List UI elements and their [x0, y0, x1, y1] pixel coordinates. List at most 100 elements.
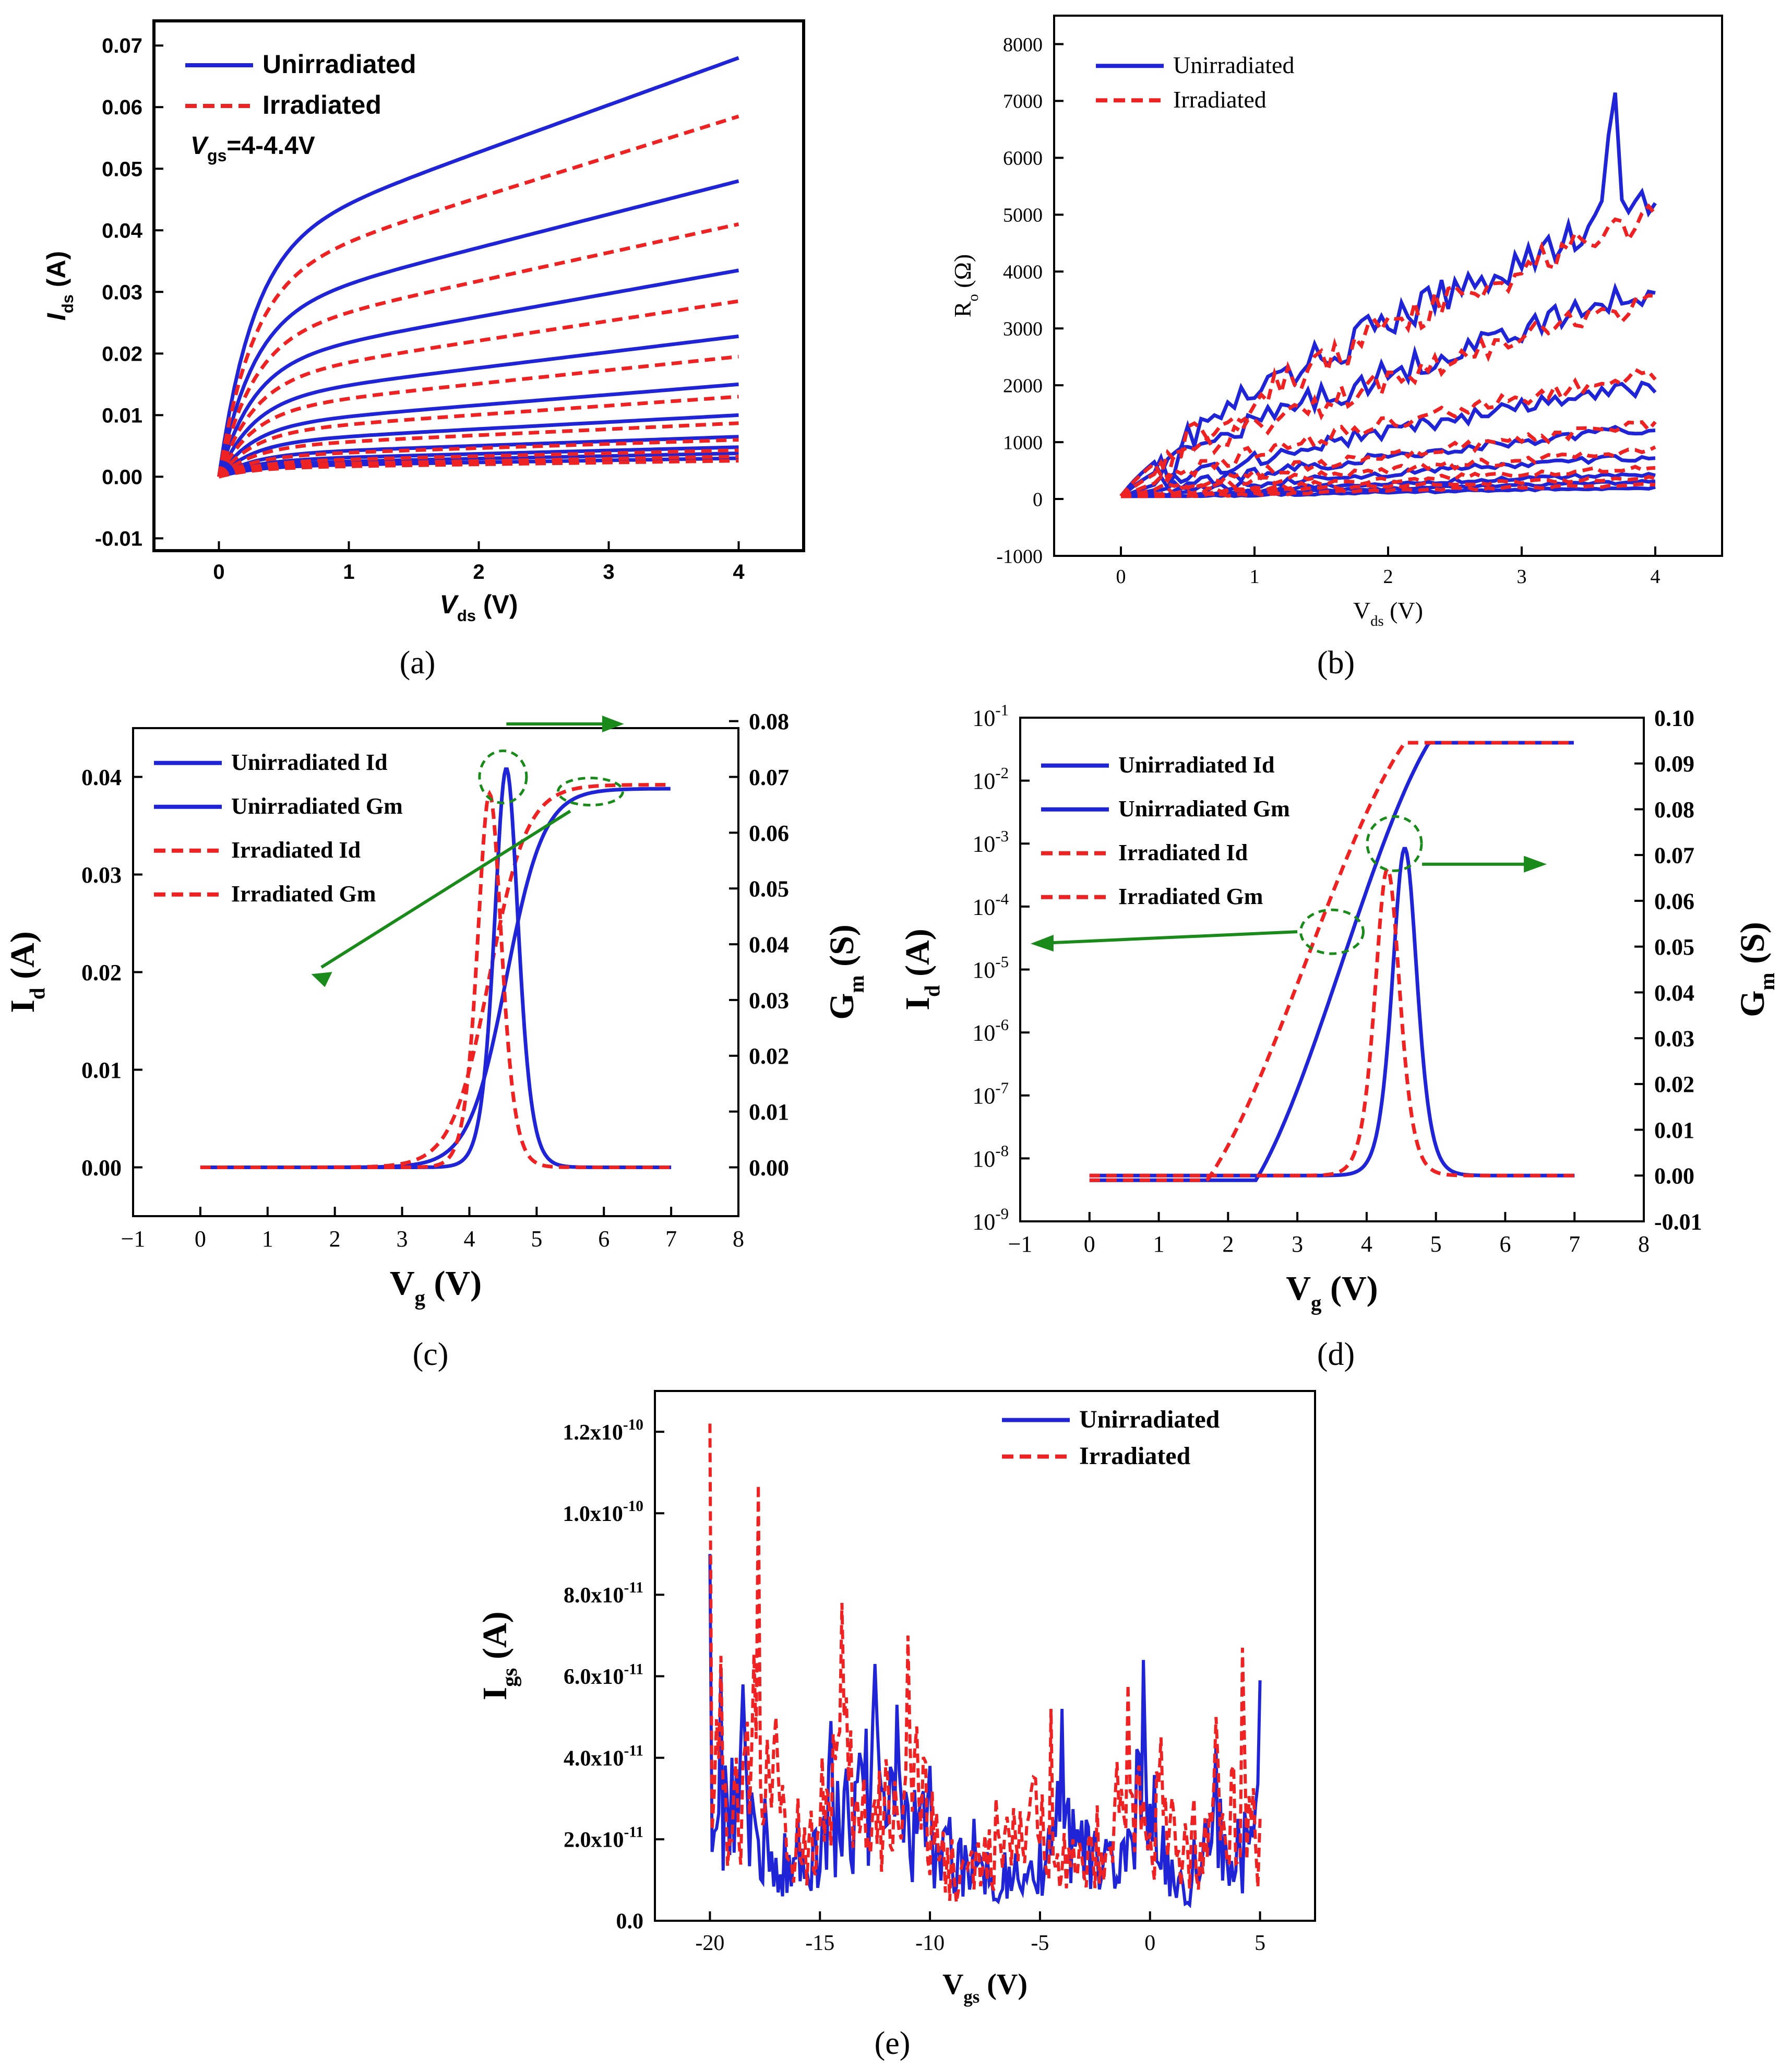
x-tick-label: 0: [1144, 1931, 1155, 1955]
y-tick-base: 10: [972, 1209, 995, 1234]
x-tick-label: 4: [1361, 1231, 1372, 1257]
y2-tick-label: 0.00: [1654, 1163, 1694, 1189]
y2-tick-label: 0.06: [1654, 888, 1694, 914]
xaxis-label-rest: (V): [1322, 1269, 1378, 1307]
series-curve: [217, 56, 739, 477]
yaxis-label-sub: ds: [58, 294, 77, 313]
y2-tick-label: 0.02: [749, 1043, 789, 1069]
series-curve: [217, 354, 739, 478]
y-tick-label: -1000: [996, 545, 1043, 567]
xaxis-label-rest: (V): [425, 1264, 482, 1302]
y-tick-label: 4.0x10-11: [564, 1742, 643, 1770]
y-tick-label: 8000: [1003, 34, 1043, 56]
x-tick-label: 4: [1651, 566, 1660, 588]
x-tick-label: −1: [1008, 1231, 1033, 1257]
gm-curve: [200, 790, 672, 1169]
legend-label: Unirradiated Id: [231, 750, 387, 775]
y2axis-label-sub: m: [1755, 972, 1779, 990]
legend-label: Irradiated Gm: [231, 881, 376, 907]
legend-label: Irradiated: [1173, 86, 1267, 113]
y-tick-label: 0.06: [102, 96, 142, 119]
y2axis-label-main: G: [823, 993, 861, 1019]
y-tick-label: 10-2: [972, 764, 1009, 794]
y2-tick-label: 0.06: [749, 821, 789, 846]
curves: [1089, 741, 1575, 1182]
yaxis-label-rest: (A): [899, 929, 937, 985]
panel-a: 0 1 2 3 4 -0.01 0.00 0.01 0.02 0.03 0.04 0.05 0.06 0.…: [42, 19, 805, 681]
xaxis-label: Vg (V): [1286, 1269, 1378, 1315]
legend-label: Unirradiated Gm: [231, 793, 403, 819]
series-curve: [217, 395, 739, 478]
series-curve: [1120, 293, 1656, 498]
panel-c: −1 0 1 2 3 4 5 6 7 8 0.00 0.01 0.02 0.03 0.04 0.00 0.01 0…: [4, 709, 868, 1372]
y-tick-label: 5000: [1003, 205, 1043, 227]
y2axis-label: Gm (S): [823, 924, 868, 1020]
y2-tick-label: 0.03: [1654, 1026, 1694, 1051]
y-tick-exp: -7: [995, 1079, 1009, 1097]
series-curve: [708, 1423, 1262, 1903]
y-tick-label: 1000: [1003, 432, 1043, 454]
y-tick-label: 0.00: [102, 466, 142, 489]
y-tick-exp: -6: [995, 1016, 1009, 1034]
x-tick-label: 5: [531, 1226, 542, 1252]
y-tick-exp: -10: [623, 1417, 643, 1433]
y-tick-label: 0.01: [102, 404, 142, 427]
y2-tick-label: 0.01: [749, 1099, 789, 1125]
y-tick-mant: 0.0: [616, 1910, 644, 1934]
arrow-right-head: [1524, 855, 1547, 873]
id-sat-circle: [556, 777, 624, 807]
id-circle: [1299, 908, 1365, 955]
y2-tick-label: 0.00: [749, 1155, 789, 1181]
arrow-left-head: [311, 972, 332, 988]
x-tick-label: 8: [1638, 1231, 1650, 1257]
x-tick-label: 1: [1250, 566, 1260, 588]
series-curve: [217, 299, 739, 478]
y2-tick-label: 0.10: [1654, 705, 1694, 731]
y-tick-base: 10: [972, 894, 995, 920]
xaxis-label-sub: g: [1311, 1291, 1322, 1315]
x-tick-label: -5: [1031, 1931, 1049, 1955]
vgs-main: V: [190, 132, 209, 160]
y2axis-label-main: G: [1734, 990, 1772, 1017]
y-tick-mant: 8.0x10: [564, 1584, 624, 1608]
yaxis-label-sub: d: [921, 985, 944, 997]
panel-b: 0 1 2 3 4 -1000 0 1000 2000 3000 4000 5000 6000 7000 8…: [949, 15, 1723, 681]
y-tick-exp: -9: [995, 1205, 1009, 1223]
x-tick-label: 3: [603, 561, 614, 584]
yaxis-label-rest: (A): [42, 251, 71, 294]
x-tick-label: −1: [121, 1226, 146, 1252]
y2-tick-label: 0.07: [1654, 843, 1694, 869]
y2-tick-label: 0.04: [749, 932, 789, 957]
y-tick-label: 10-4: [972, 890, 1009, 920]
y2axis-label-sub: m: [845, 975, 868, 993]
y-tick-label: 1.0x10-10: [563, 1498, 643, 1526]
xaxis-label-sub: ds: [457, 607, 476, 625]
y-tick-label: 0.01: [81, 1057, 122, 1083]
y-tick-base: 10: [972, 1083, 995, 1109]
plot-frame: [132, 727, 739, 1217]
xaxis-label-rest: (V): [1384, 597, 1423, 624]
yaxis-label-main: I: [42, 313, 71, 320]
y-tick-label: 0: [1033, 489, 1043, 510]
x-tick-label: 4: [463, 1226, 475, 1252]
xaxis-label-rest: (V): [476, 590, 518, 619]
x-tick-label: 3: [1517, 566, 1527, 588]
gm-peak-circle: [478, 750, 528, 804]
x-tick-label: 2: [473, 561, 484, 584]
x-tick-label: -10: [915, 1931, 945, 1955]
panel-caption: (b): [1317, 645, 1355, 681]
y-tick-label: 7000: [1003, 91, 1043, 113]
series-curve: [1121, 420, 1657, 498]
y2-tick-label: 0.09: [1654, 751, 1694, 777]
curves: [1119, 92, 1657, 498]
y-tick-mant: 6.0x10: [564, 1665, 624, 1689]
legend-label: Irradiated: [1079, 1442, 1191, 1470]
y2-tick-label: 0.01: [1654, 1117, 1694, 1143]
gm-curve: [1089, 865, 1575, 1178]
xaxis-label-sub: gs: [963, 1987, 979, 2007]
y-tick-label: 0.04: [102, 219, 143, 242]
xaxis-label-sub: g: [415, 1286, 426, 1310]
series-curve: [1121, 482, 1656, 498]
x-tick-label: 5: [1255, 1931, 1265, 1955]
series-curve: [217, 114, 739, 478]
